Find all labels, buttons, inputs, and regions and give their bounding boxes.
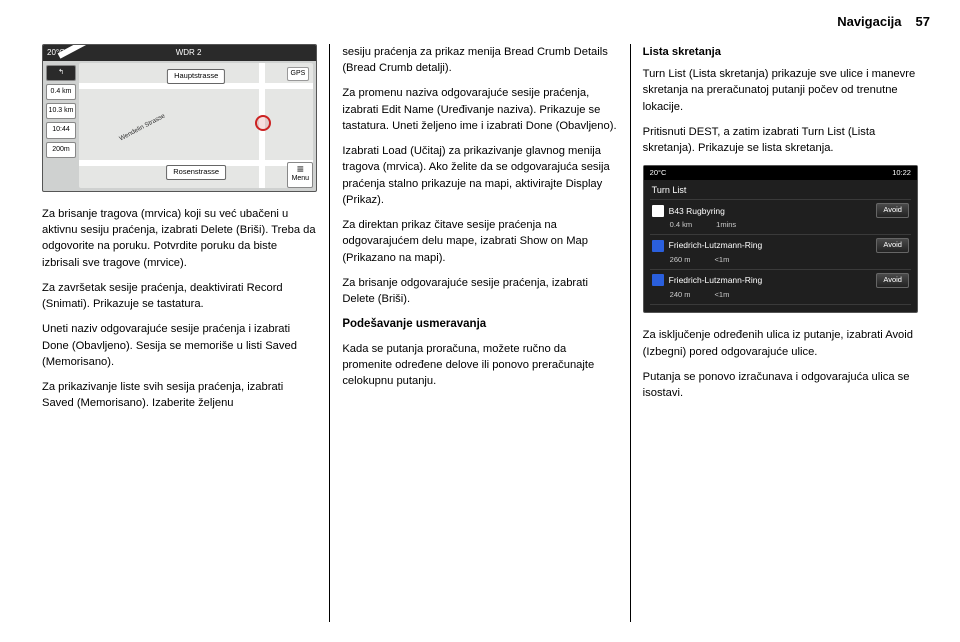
table-row: Friedrich-Lutzmann-Ring Avoid 240 m <1m <box>650 269 911 305</box>
route-shield-icon <box>652 274 664 286</box>
map-clock: 10:44 <box>46 122 76 138</box>
body-text: Turn List (Lista skretanja) prikazuje sv… <box>643 66 918 115</box>
map-sidebar: ↰ 0.4 km 10.3 km 10:44 200m <box>46 65 76 158</box>
map-position-cursor <box>255 115 271 131</box>
turn-row-distance: 260 m <box>670 255 691 266</box>
page-header: Navigacija 57 <box>30 14 930 29</box>
turn-row-time: 1mins <box>716 220 736 231</box>
body-text: Kada se putanja proračuna, možete ručno … <box>342 341 617 390</box>
table-row: Friedrich-Lutzmann-Ring Avoid 260 m <1m <box>650 234 911 269</box>
map-menu-label: Menu <box>292 174 310 184</box>
content-columns: 20°C WDR 2 ↰ 0.4 km 10.3 km 10:44 200m G… <box>30 44 930 622</box>
route-shield-icon <box>652 205 664 217</box>
map-topbar: 20°C WDR 2 <box>43 45 316 61</box>
column-1: 20°C WDR 2 ↰ 0.4 km 10.3 km 10:44 200m G… <box>30 44 329 622</box>
body-text: Za završetak sesije praćenja, deaktivira… <box>42 280 317 312</box>
gps-badge: GPS <box>287 67 310 81</box>
body-text: Za brisanje tragova (mrvica) koji su već… <box>42 206 317 271</box>
avoid-button[interactable]: Avoid <box>876 238 909 253</box>
turn-row-time: <1m <box>715 290 730 301</box>
body-text: Putanja se ponovo izračunava i odgovaraj… <box>643 369 918 401</box>
section-heading: Podešavanje usmeravanja <box>342 316 617 333</box>
map-canvas: GPS Hauptstrasse Rosenstrasse Wendelin S… <box>79 63 313 188</box>
street-label-top: Hauptstrasse <box>167 69 225 84</box>
map-next-distance: 0.4 km <box>46 84 76 100</box>
avoid-button[interactable]: Avoid <box>876 273 909 288</box>
avoid-button[interactable]: Avoid <box>876 203 909 218</box>
body-text: Za prikazivanje liste svih sesija praćen… <box>42 379 317 411</box>
street-label-bottom: Rosenstrasse <box>166 165 226 180</box>
turn-row-name: B43 Rugbyring <box>669 205 872 217</box>
map-station: WDR 2 <box>176 47 202 59</box>
map-screenshot: 20°C WDR 2 ↰ 0.4 km 10.3 km 10:44 200m G… <box>42 44 317 192</box>
subsection-heading: Lista skretanja <box>643 44 918 60</box>
turn-row-distance: 0.4 km <box>670 220 693 231</box>
body-text: Za direktan prikaz čitave sesije praćenj… <box>342 217 617 266</box>
page-number: 57 <box>916 14 930 29</box>
turn-row-name: Friedrich-Lutzmann-Ring <box>669 274 872 286</box>
map-menu-button[interactable]: ≡ Menu <box>287 162 313 188</box>
body-text: sesiju praćenja za prikaz menija Bread C… <box>342 44 617 76</box>
list-topbar: 20°C 10:22 <box>644 166 917 180</box>
column-2: sesiju praćenja za prikaz menija Bread C… <box>329 44 629 622</box>
turn-row-name: Friedrich-Lutzmann-Ring <box>669 239 872 251</box>
body-text: Pritisnuti DEST, a zatim izabrati Turn L… <box>643 124 918 156</box>
body-text: Za promenu naziva odgovarajuće sesije pr… <box>342 85 617 134</box>
turn-row-time: <1m <box>715 255 730 266</box>
turn-row-distance: 240 m <box>670 290 691 301</box>
body-text: Uneti naziv odgovarajuće sesije praćenja… <box>42 321 317 370</box>
table-row: B43 Rugbyring Avoid 0.4 km 1mins <box>650 199 911 234</box>
map-total-distance: 10.3 km <box>46 103 76 119</box>
page-section-label: Navigacija <box>837 14 901 29</box>
route-shield-icon <box>652 240 664 252</box>
list-title: Turn List <box>644 180 917 199</box>
map-scale: 200m <box>46 142 76 158</box>
street-label-diagonal: Wendelin Strasse <box>118 112 167 144</box>
body-text: Izabrati Load (Učitaj) za prikazivanje g… <box>342 143 617 208</box>
turn-list-screenshot: 20°C 10:22 Turn List B43 Rugbyring Avoid… <box>643 165 918 313</box>
column-3: Lista skretanja Turn List (Lista skretan… <box>630 44 930 622</box>
body-text: Za isključenje određenih ulica iz putanj… <box>643 327 918 359</box>
list-temp: 20°C <box>650 168 667 179</box>
hamburger-icon: ≡ <box>297 165 304 174</box>
road-line <box>79 83 313 89</box>
list-clock: 10:22 <box>892 168 911 179</box>
body-text: Za brisanje odgovarajuće sesije praćenja… <box>342 275 617 307</box>
map-turn-icon: ↰ <box>46 65 76 81</box>
